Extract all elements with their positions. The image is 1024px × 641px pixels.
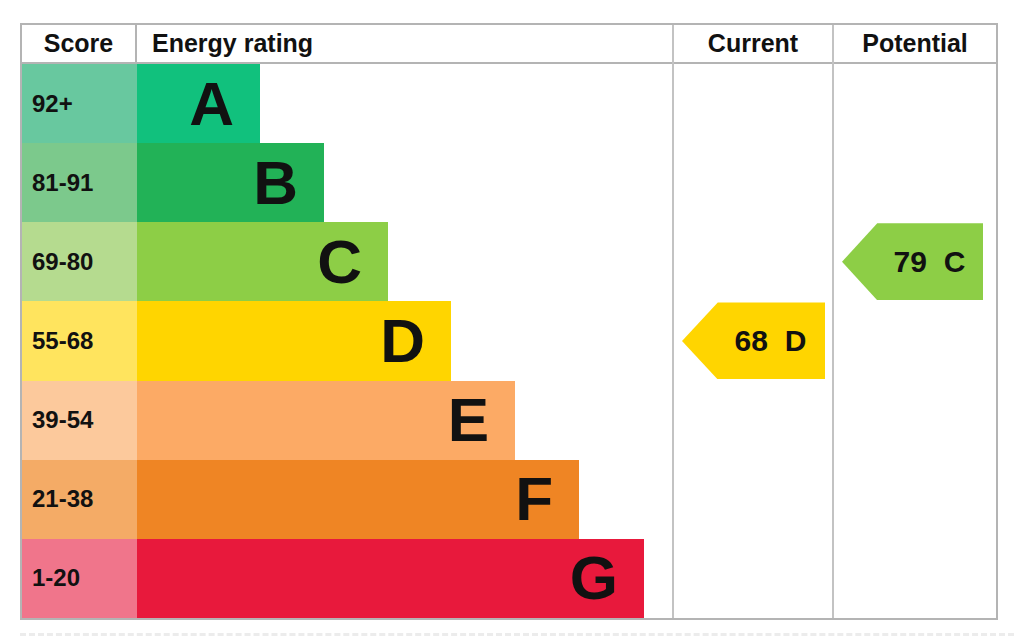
band-c-score-range: 69-80 — [22, 222, 137, 301]
header-score: Score — [22, 25, 137, 62]
header-potential: Potential — [834, 25, 996, 62]
band-a-bar: A — [137, 64, 260, 143]
band-g-bar: G — [137, 539, 644, 618]
band-d-letter: D — [380, 310, 425, 372]
epc-rating-chart: Score Energy rating Current Potential 92… — [0, 0, 1024, 641]
band-row-c: 69-80 C — [22, 222, 674, 301]
band-row-a: 92+ A — [22, 64, 674, 143]
band-row-d: 55-68 D — [22, 301, 674, 380]
band-f-bar: F — [137, 460, 579, 539]
band-a-score-range: 92+ — [22, 64, 137, 143]
header-current: Current — [674, 25, 832, 62]
header-energy-rating: Energy rating — [137, 25, 674, 62]
potential-rating-arrow: 79 C — [842, 223, 983, 300]
band-e-bar: E — [137, 381, 515, 460]
band-f-letter: F — [515, 468, 553, 530]
band-d-bar: D — [137, 301, 451, 380]
page-edge-divider — [20, 633, 1014, 636]
current-rating-value: 68 — [734, 324, 767, 358]
potential-rating-value: 79 — [893, 245, 926, 279]
band-row-e: 39-54 E — [22, 381, 674, 460]
band-f-score-range: 21-38 — [22, 460, 137, 539]
energy-rating-table: Score Energy rating Current Potential 92… — [20, 23, 998, 620]
band-row-b: 81-91 B — [22, 143, 674, 222]
band-e-score-range: 39-54 — [22, 381, 137, 460]
current-rating-letter: D — [785, 324, 807, 358]
band-rows: 92+ A 81-91 B 69-80 C 55-68 D — [22, 64, 674, 618]
band-d-score-range: 55-68 — [22, 301, 137, 380]
band-row-f: 21-38 F — [22, 460, 674, 539]
band-a-letter: A — [189, 73, 234, 135]
table-header: Score Energy rating Current Potential — [22, 25, 996, 64]
band-e-letter: E — [448, 389, 489, 451]
potential-column-divider — [832, 25, 834, 618]
band-g-letter: G — [570, 547, 618, 609]
current-rating-arrow: 68 D — [682, 302, 825, 379]
band-g-score-range: 1-20 — [22, 539, 137, 618]
band-b-score-range: 81-91 — [22, 143, 137, 222]
band-c-letter: C — [317, 231, 362, 293]
band-b-bar: B — [137, 143, 324, 222]
potential-rating-letter: C — [944, 245, 966, 279]
band-c-bar: C — [137, 222, 388, 301]
band-row-g: 1-20 G — [22, 539, 674, 618]
band-b-letter: B — [253, 152, 298, 214]
